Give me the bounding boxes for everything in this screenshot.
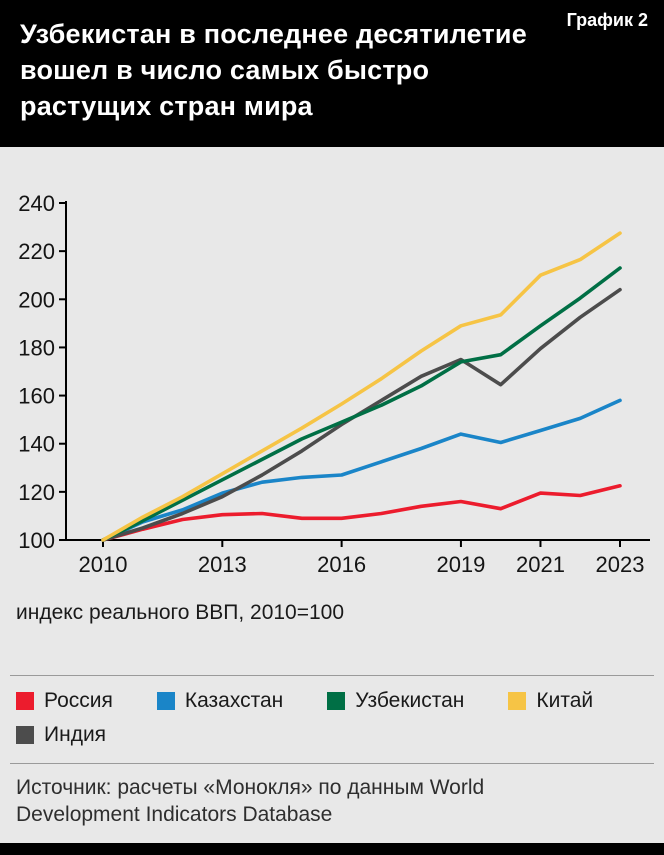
- x-axis-labels: 2010 2013 2016 2019 2021 2023: [79, 539, 645, 577]
- legend-label-india: Индия: [44, 722, 107, 746]
- legend-swatch-india: [16, 725, 34, 744]
- y-axis-labels: 100 120 140 160 180 200 220 240: [18, 191, 66, 553]
- legend-label-uzbekistan: Узбекистан: [355, 688, 465, 712]
- x-tick-label: 2016: [317, 552, 366, 577]
- page-title: Узбекистан в последнее десятилетие вошел…: [20, 19, 527, 122]
- line-chart: 100 120 140 160 180 200 220 240 2010 2013 2016 2019…: [18, 191, 650, 577]
- series-line-kazakhstan: [101, 398, 622, 542]
- axis-caption: индекс реального ВВП, 2010=100: [16, 600, 345, 624]
- legend-swatch-uzbekistan: [327, 691, 346, 710]
- legend-item-india: Индия: [16, 723, 106, 747]
- legend-swatch-russia: [16, 691, 34, 710]
- chart-legend: Россия Казахстан Узбекистан Китай Индия: [0, 676, 664, 759]
- y-tick-label: 180: [18, 335, 55, 360]
- y-tick-label: 240: [18, 191, 55, 216]
- legend-label-china: Китай: [536, 688, 594, 712]
- y-tick-label: 140: [18, 431, 55, 456]
- axes: [65, 200, 650, 541]
- series-line-china: [101, 230, 622, 542]
- separator-top: [10, 674, 654, 676]
- legend-swatch-china: [508, 691, 527, 710]
- legend-item-china: Китай: [508, 689, 593, 713]
- legend-item-uzbekistan: Узбекистан: [327, 689, 464, 713]
- page-header: График 2 Узбекистан в последнее десятиле…: [0, 0, 664, 147]
- legend-label-russia: Россия: [44, 688, 113, 712]
- y-tick-label: 100: [18, 528, 55, 553]
- y-tick-label: 120: [18, 479, 55, 504]
- source-note: Источник: расчеты «Монокля» по данным Wo…: [16, 775, 485, 826]
- x-tick-label: 2023: [596, 552, 645, 577]
- y-tick-label: 160: [18, 383, 55, 408]
- x-tick-label: 2019: [436, 552, 485, 577]
- legend-item-kazakhstan: Казахстан: [156, 688, 284, 713]
- legend-item-russia: Россия: [16, 689, 113, 713]
- y-tick-label: 200: [18, 287, 55, 312]
- series-line-uzbekistan: [101, 265, 622, 542]
- bottom-bar: [0, 843, 664, 855]
- x-tick-label: 2013: [198, 552, 247, 577]
- x-tick-label: 2010: [79, 552, 128, 577]
- legend-swatch-kazakhstan: [156, 691, 175, 710]
- chart-number-badge: График 2: [566, 10, 648, 30]
- separator-bottom: [10, 762, 654, 764]
- y-tick-label: 220: [18, 239, 55, 264]
- x-tick-label: 2021: [516, 552, 565, 577]
- legend-label-kazakhstan: Казахстан: [184, 688, 284, 712]
- series-line-russia: [101, 483, 622, 542]
